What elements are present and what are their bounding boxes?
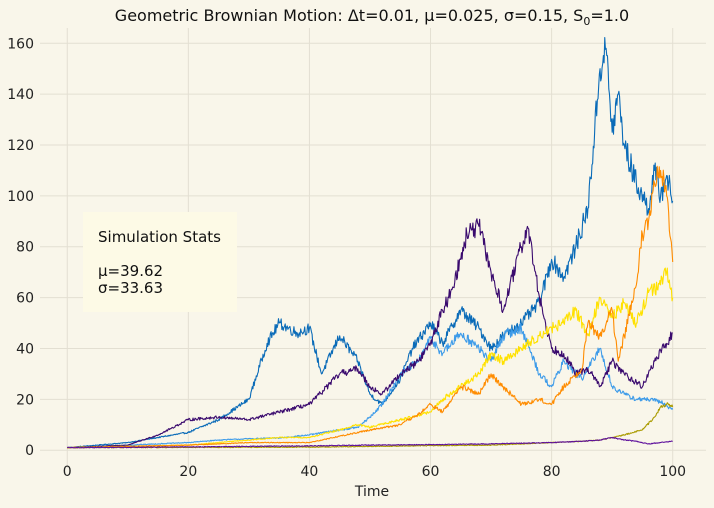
chart-title-subscript: 0 [583,15,590,28]
chart-title-end: =1.0 [590,6,629,25]
x-axis-label: Time [354,484,389,500]
x-tick-label: 40 [301,464,319,480]
stats-title: Simulation Stats [98,228,221,246]
series-line-7 [66,436,673,449]
stats-box: Simulation Stats μ=39.62 σ=33.63 [83,212,237,312]
y-tick-label: 40 [16,341,34,357]
tick-labels: 0 20 40 60 80 100 0 20 40 60 80 100 120 140 160 [7,36,686,480]
chart-title: Geometric Brownian Motion: Δt=0.01, μ=0.… [115,6,629,28]
y-tick-label: 80 [16,240,34,256]
series-lines [66,37,674,449]
grid-lines [40,28,706,468]
chart-title-main: Geometric Brownian Motion: Δt=0.01, μ=0.… [115,6,584,25]
y-tick-label: 140 [7,87,34,103]
series-line-3 [67,218,673,449]
y-tick-label: 60 [16,291,34,307]
stats-sigma: σ=33.63 [98,279,163,297]
stats-mu: μ=39.62 [98,262,163,280]
series-line-1 [67,37,674,449]
x-tick-label: 0 [63,464,72,480]
x-tick-label: 80 [543,464,561,480]
y-tick-label: 0 [25,443,34,459]
x-tick-label: 20 [179,464,197,480]
y-tick-label: 20 [16,392,34,408]
series-line-5 [67,165,674,449]
stats-box-background [83,212,237,312]
x-tick-label: 60 [422,464,440,480]
y-tick-label: 120 [7,138,34,154]
x-tick-label: 100 [659,464,686,480]
y-tick-label: 160 [7,36,34,52]
y-tick-label: 100 [7,189,34,205]
